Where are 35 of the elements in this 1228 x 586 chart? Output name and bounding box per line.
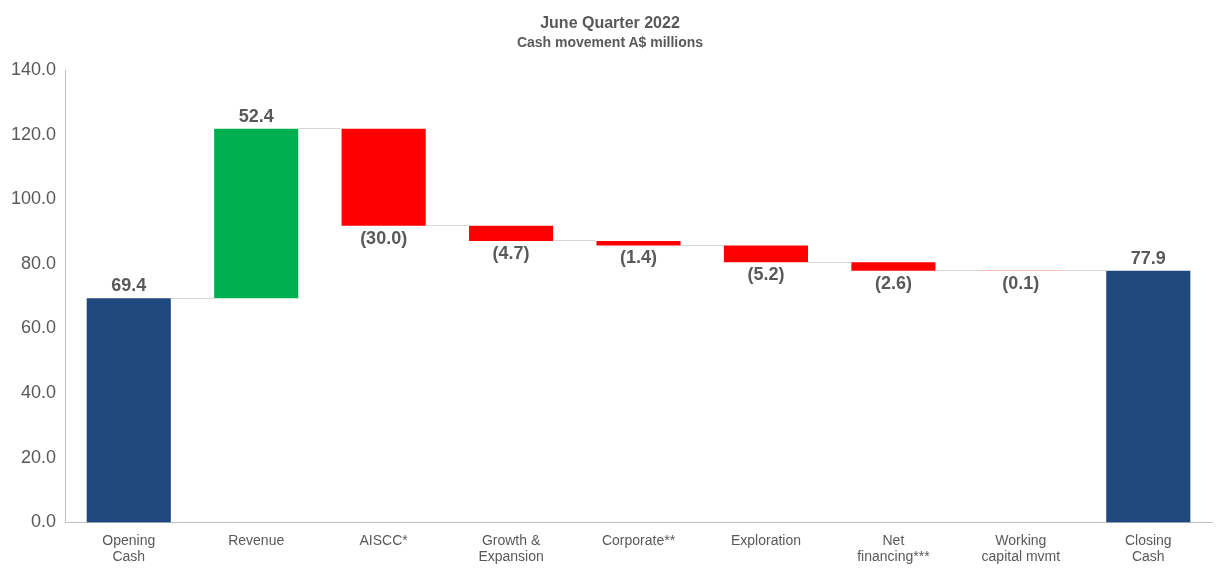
x-tick-label: Revenue bbox=[228, 531, 285, 548]
bar bbox=[1106, 270, 1191, 523]
data-label: 69.4 bbox=[111, 275, 147, 296]
x-tick-label: Opening Cash bbox=[102, 531, 156, 565]
y-tick-label: 140.0 bbox=[11, 58, 57, 79]
bar bbox=[214, 128, 299, 299]
bar bbox=[86, 298, 171, 523]
y-tick-label: 120.0 bbox=[11, 123, 57, 144]
x-tick-label: AISCC* bbox=[359, 531, 409, 548]
y-tick-label: 60.0 bbox=[21, 317, 57, 338]
data-label: (1.4) bbox=[620, 247, 658, 268]
x-tick-label: Exploration bbox=[730, 531, 801, 548]
y-tick-label: 100.0 bbox=[11, 188, 57, 209]
x-tick-label: Closing Cash bbox=[1124, 531, 1172, 565]
chart-title: June Quarter 2022 bbox=[540, 14, 680, 32]
bar bbox=[469, 225, 554, 241]
x-tick-label: Corporate** bbox=[601, 531, 676, 548]
x-tick-label: Net financing*** bbox=[857, 531, 931, 565]
data-label: 77.9 bbox=[1130, 247, 1166, 268]
data-label: 52.4 bbox=[238, 105, 274, 126]
x-tick-label: Growth & Expansion bbox=[478, 531, 544, 565]
data-label: (5.2) bbox=[747, 264, 785, 285]
data-label: (30.0) bbox=[360, 227, 408, 248]
bar bbox=[341, 128, 426, 226]
y-tick-label: 40.0 bbox=[21, 382, 57, 403]
data-label: (4.7) bbox=[492, 242, 530, 263]
data-label: (0.1) bbox=[1002, 272, 1040, 293]
bar bbox=[723, 245, 809, 263]
chart-subtitle: Cash movement A$ millions bbox=[516, 34, 704, 51]
data-label: (2.6) bbox=[874, 272, 912, 293]
y-tick-label: 80.0 bbox=[21, 252, 57, 273]
x-tick-label: Working capital mvmt bbox=[981, 531, 1061, 565]
bar bbox=[851, 262, 936, 271]
y-tick-label: 20.0 bbox=[21, 446, 57, 467]
y-tick-label: 0.0 bbox=[31, 511, 57, 532]
